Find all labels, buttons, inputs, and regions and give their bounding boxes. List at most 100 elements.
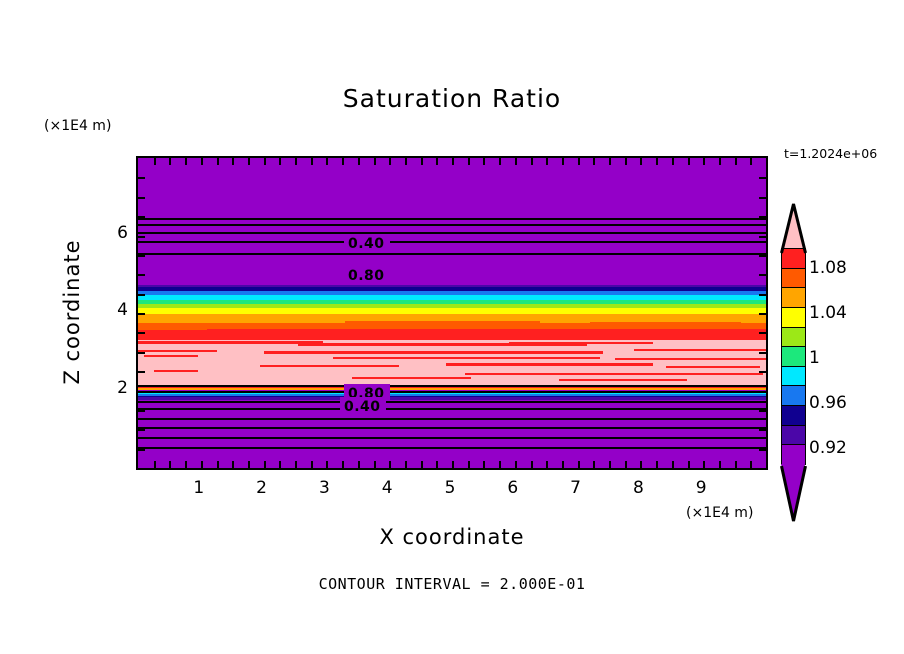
- x-axis-tick: [200, 158, 203, 165]
- x-axis-tick: [373, 461, 376, 468]
- y-axis-tick: [759, 371, 766, 374]
- x-axis-tick: [295, 158, 297, 165]
- y-axis-tick: [138, 254, 145, 257]
- contour-band: [138, 395, 766, 398]
- x-tick-label: 7: [570, 478, 581, 498]
- y-axis-tick: [759, 332, 766, 335]
- contour-streak: [138, 327, 208, 330]
- y-axis-tick: [759, 448, 766, 451]
- x-axis-tick: [514, 158, 517, 165]
- x-axis-tick: [734, 461, 737, 468]
- x-axis-tick: [718, 461, 721, 468]
- x-axis-tick: [656, 461, 659, 468]
- colorbar-tick-label: 1.08: [809, 258, 847, 278]
- contour-streak: [395, 335, 559, 338]
- contour-streak: [298, 343, 587, 346]
- contour-streak: [615, 373, 763, 376]
- y-axis-tick: [759, 274, 766, 277]
- contour-streak: [351, 377, 471, 380]
- x-axis-tick: [577, 461, 580, 468]
- contour-band: [138, 313, 766, 324]
- x-axis-tick: [561, 158, 564, 165]
- x-axis-tick: [389, 158, 392, 165]
- x-axis-tick: [216, 461, 219, 468]
- y-axis-tick: [759, 390, 766, 393]
- contour-line: [138, 417, 766, 420]
- contour-streak: [332, 357, 600, 360]
- contour-line: [138, 437, 766, 439]
- contour-value-label: 0.80: [348, 268, 385, 284]
- contour-streak: [138, 340, 324, 345]
- contour-streak: [558, 378, 688, 381]
- contour-line: [138, 390, 766, 393]
- y-axis-tick: [759, 235, 766, 238]
- x-axis-tick: [389, 461, 392, 468]
- x-axis-tick: [624, 461, 627, 468]
- contour-label-mask: [344, 266, 390, 282]
- x-axis-tick: [436, 461, 439, 468]
- contour-streak: [445, 363, 653, 366]
- x-axis-tick: [326, 158, 329, 165]
- contour-plot-area: 0.40 0.80 0.80 0.40: [136, 156, 768, 470]
- contour-line: [138, 223, 766, 226]
- x-axis-tick: [404, 158, 407, 165]
- y-axis-tick: [138, 216, 145, 219]
- contour-streak: [590, 321, 741, 324]
- x-axis-tick: [687, 158, 690, 165]
- x-axis-tick: [279, 461, 282, 468]
- contour-band: [138, 299, 766, 304]
- x-axis-tick: [687, 461, 690, 468]
- x-tick-label: 8: [632, 478, 644, 498]
- contour-streak: [263, 350, 603, 354]
- x-axis-tick: [279, 158, 282, 165]
- x-axis-tick: [499, 158, 502, 165]
- y-tick-label: 2: [117, 377, 128, 398]
- x-axis-tick: [247, 461, 250, 468]
- x-tick-label: 5: [444, 478, 456, 498]
- contour-label-mask: [344, 234, 390, 250]
- x-axis-title: X coordinate: [379, 525, 525, 549]
- x-tick-label: 3: [318, 478, 330, 498]
- contour-band: [138, 158, 766, 286]
- contour-streak: [489, 325, 666, 328]
- contour-streak: [508, 341, 653, 344]
- contour-line: [138, 241, 766, 244]
- contour-band: [138, 394, 766, 396]
- contour-interval-caption: CONTOUR INTERVAL = 2.000E-01: [318, 575, 586, 593]
- x-axis-tick: [546, 461, 549, 468]
- x-axis-tick: [232, 158, 235, 165]
- contour-label-mask: [344, 384, 390, 400]
- x-axis-tick: [247, 158, 250, 165]
- x-axis-tick: [624, 158, 627, 165]
- x-axis-tick: [514, 461, 517, 468]
- x-axis-tick: [703, 158, 706, 165]
- y-axis-tick: [759, 409, 766, 412]
- contour-streak: [238, 326, 452, 329]
- x-axis-tick: [357, 158, 360, 165]
- x-axis-tick: [326, 461, 329, 468]
- x-axis-tick: [404, 461, 407, 468]
- x-axis-tick: [169, 461, 172, 468]
- contour-band: [138, 287, 766, 291]
- x-axis-tick: [200, 461, 203, 468]
- y-axis-tick: [138, 409, 145, 412]
- contour-band: [138, 385, 766, 389]
- y-axis-tick: [759, 293, 766, 296]
- x-axis-tick: [420, 461, 423, 468]
- x-axis-tick: [185, 158, 188, 165]
- x-axis-unit-label: (×1E4 m): [686, 505, 754, 521]
- y-axis-tick: [138, 371, 145, 374]
- x-axis-tick: [342, 461, 345, 468]
- x-axis-tick: [546, 158, 549, 165]
- contour-line: [138, 252, 766, 255]
- x-axis-tick: [342, 158, 345, 165]
- x-axis-tick: [263, 158, 266, 165]
- y-axis-tick: [138, 332, 145, 335]
- x-axis-tick: [703, 461, 706, 468]
- x-tick-label: 2: [256, 478, 267, 498]
- contour-streak: [665, 365, 760, 368]
- y-axis-tick: [138, 429, 145, 432]
- colorbar[interactable]: [781, 248, 806, 466]
- contour-streak: [138, 349, 217, 352]
- x-axis-tick: [577, 158, 580, 165]
